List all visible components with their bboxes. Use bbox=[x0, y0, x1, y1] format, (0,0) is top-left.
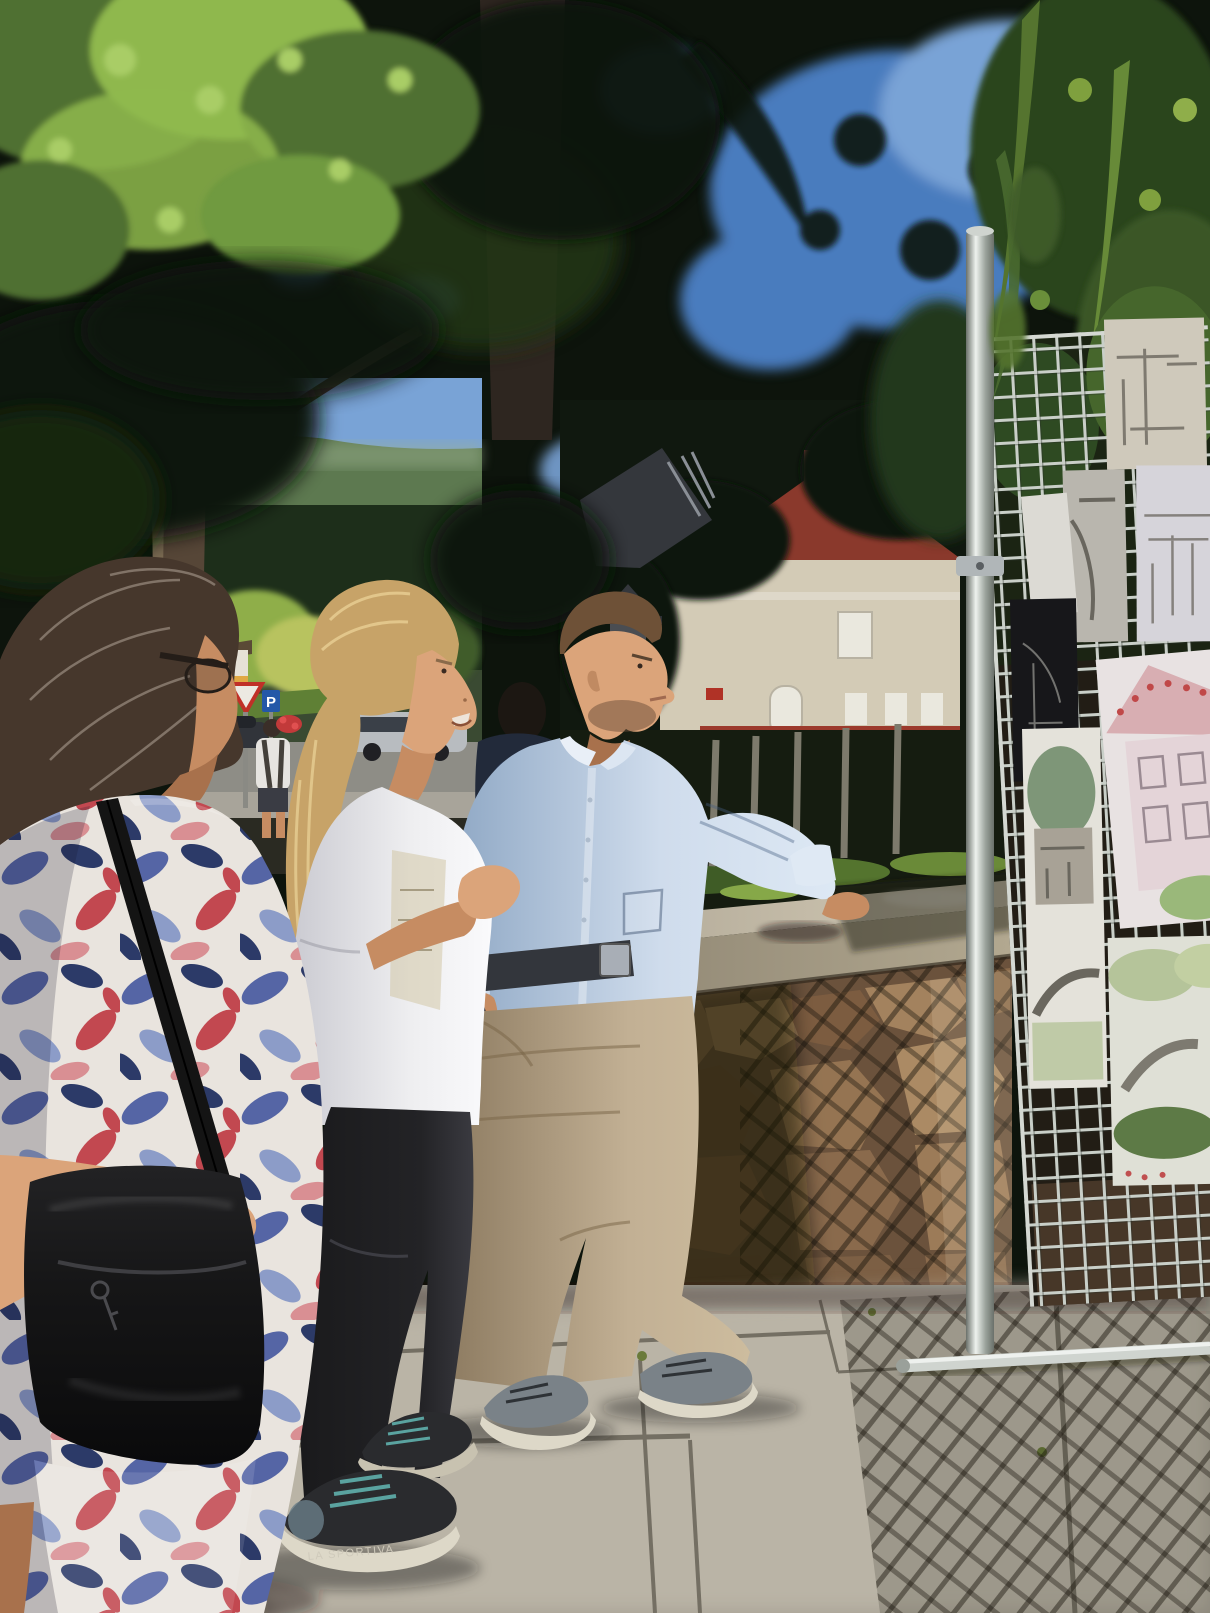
man-face-features bbox=[587, 653, 667, 702]
pedestrian bbox=[256, 719, 290, 838]
stand-base bbox=[896, 1341, 1210, 1379]
stand-pole bbox=[956, 226, 1004, 1354]
man-belt bbox=[472, 940, 634, 992]
man bbox=[446, 591, 870, 1450]
foreground-arm-lower bbox=[0, 1502, 34, 1613]
foreground-glasses bbox=[159, 652, 232, 694]
belt-buckle bbox=[599, 943, 631, 977]
blonde-jeans bbox=[299, 1107, 474, 1497]
man-pants bbox=[447, 996, 750, 1390]
man-pants-wrinkles bbox=[469, 1018, 641, 1242]
blonde-hands bbox=[458, 865, 521, 920]
paper-white-small bbox=[1020, 492, 1078, 617]
paper-watercolor-green bbox=[1107, 935, 1210, 1186]
handbag bbox=[24, 1165, 265, 1465]
sunlit-leaf-cluster bbox=[0, 0, 480, 300]
man-shirt bbox=[446, 738, 836, 1015]
foreground-skirt bbox=[34, 1458, 256, 1613]
foreground-foliage bbox=[990, 150, 1061, 402]
paper-watercolor-strip bbox=[1022, 727, 1108, 1089]
man-hair bbox=[559, 591, 663, 654]
paper-graphite-gray bbox=[1062, 469, 1129, 643]
man-hand-on-wall bbox=[822, 892, 870, 921]
paper-pencil-building bbox=[1136, 465, 1210, 642]
hair-gray-streaks bbox=[29, 568, 216, 791]
bag-key-charm bbox=[90, 1280, 119, 1331]
blonde-face-features bbox=[435, 658, 472, 727]
foreground-hair bbox=[0, 556, 244, 930]
blonde-shoe-front: LA SPORTIVA bbox=[280, 1469, 460, 1573]
blonde-neck bbox=[388, 745, 436, 800]
pavement-grid-shadow bbox=[840, 1282, 1210, 1613]
man-stubble bbox=[588, 700, 656, 732]
yield-sign bbox=[226, 682, 266, 808]
red-flowers bbox=[276, 715, 302, 733]
church-windows bbox=[769, 611, 943, 737]
display-panel bbox=[976, 286, 1210, 1307]
woman-blonde: LA SPORTIVA bbox=[280, 579, 521, 1573]
woman-foreground bbox=[0, 556, 324, 1613]
paper-watercolor-house bbox=[1095, 649, 1210, 929]
man-shoe-left bbox=[480, 1375, 596, 1450]
man-shoe-right bbox=[638, 1352, 758, 1418]
paper-graphite-tan bbox=[1103, 317, 1208, 470]
foreground-neck bbox=[150, 754, 218, 806]
blonde-forearm bbox=[366, 902, 477, 970]
parking-sign-letter: P bbox=[266, 694, 276, 711]
bag-strap bbox=[96, 798, 232, 1190]
foreground-face bbox=[188, 635, 238, 776]
blonde-face bbox=[402, 650, 477, 757]
tree-canopy bbox=[0, 0, 720, 630]
